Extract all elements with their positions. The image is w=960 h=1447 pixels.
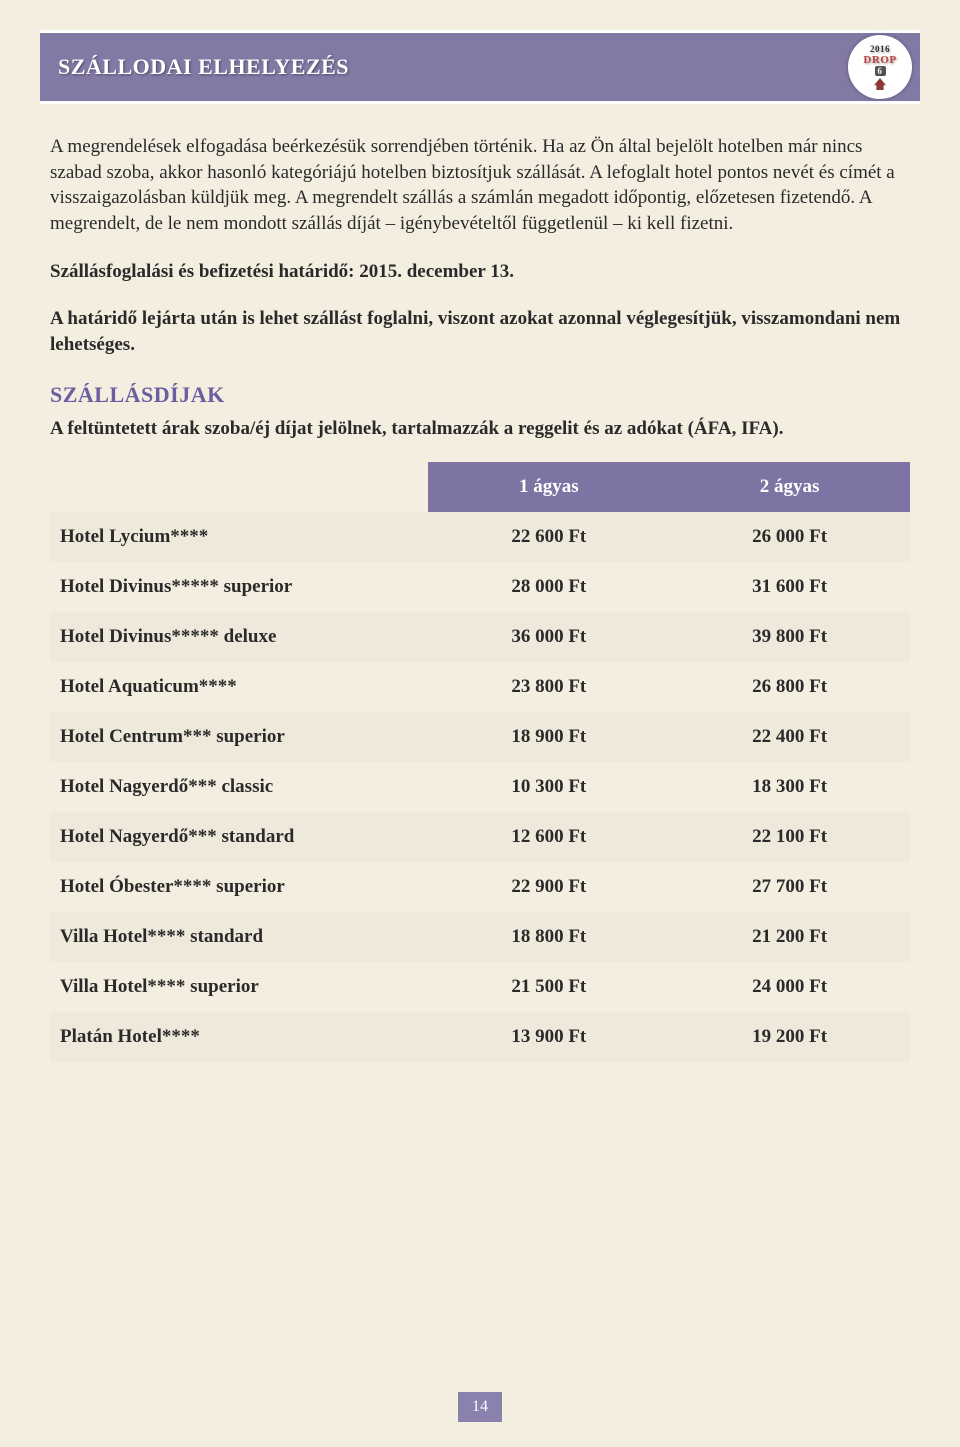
price-double: 27 700 Ft xyxy=(669,862,910,912)
table-row: Hotel Divinus***** superior28 000 Ft31 6… xyxy=(50,562,910,612)
hotel-name: Villa Hotel**** superior xyxy=(50,962,428,1012)
content-body: A megrendelések elfogadása beérkezésük s… xyxy=(40,104,920,1062)
after-deadline-paragraph: A határidő lejárta után is lehet szállás… xyxy=(50,306,910,357)
table-row: Hotel Lycium****22 600 Ft26 000 Ft xyxy=(50,512,910,562)
table-header-col2: 2 ágyas xyxy=(669,462,910,512)
price-note-paragraph: A feltüntetett árak szoba/éj díjat jelöl… xyxy=(50,416,910,442)
hotel-name: Hotel Lycium**** xyxy=(50,512,428,562)
hotel-name: Hotel Nagyerdő*** standard xyxy=(50,812,428,862)
intro-paragraph: A megrendelések elfogadása beérkezésük s… xyxy=(50,134,910,237)
page-number-wrap: 14 xyxy=(0,1392,960,1422)
hotel-name: Platán Hotel**** xyxy=(50,1012,428,1062)
table-row: Hotel Óbester**** superior22 900 Ft27 70… xyxy=(50,862,910,912)
price-double: 31 600 Ft xyxy=(669,562,910,612)
table-row: Hotel Centrum*** superior18 900 Ft22 400… xyxy=(50,712,910,762)
price-single: 12 600 Ft xyxy=(428,812,669,862)
price-single: 18 900 Ft xyxy=(428,712,669,762)
price-single: 36 000 Ft xyxy=(428,612,669,662)
price-double: 22 100 Ft xyxy=(669,812,910,862)
building-icon xyxy=(874,78,886,90)
table-header-col1: 1 ágyas xyxy=(428,462,669,512)
table-row: Hotel Nagyerdő*** standard12 600 Ft22 10… xyxy=(50,812,910,862)
section-subtitle: SZÁLLÁSDÍJAK xyxy=(50,382,910,408)
price-single: 22 600 Ft xyxy=(428,512,669,562)
price-single: 13 900 Ft xyxy=(428,1012,669,1062)
price-double: 18 300 Ft xyxy=(669,762,910,812)
logo-sub: 6 xyxy=(875,66,886,76)
price-double: 19 200 Ft xyxy=(669,1012,910,1062)
hotel-name: Hotel Divinus***** deluxe xyxy=(50,612,428,662)
table-row: Hotel Aquaticum****23 800 Ft26 800 Ft xyxy=(50,662,910,712)
price-single: 23 800 Ft xyxy=(428,662,669,712)
page-number: 14 xyxy=(458,1392,502,1422)
price-double: 26 800 Ft xyxy=(669,662,910,712)
table-row: Hotel Divinus***** deluxe36 000 Ft39 800… xyxy=(50,612,910,662)
table-header-row: 1 ágyas 2 ágyas xyxy=(50,462,910,512)
hotel-name: Villa Hotel**** standard xyxy=(50,912,428,962)
event-logo: 2016 DROP 6 xyxy=(848,35,912,99)
table-row: Hotel Nagyerdő*** classic10 300 Ft18 300… xyxy=(50,762,910,812)
price-double: 39 800 Ft xyxy=(669,612,910,662)
table-row: Villa Hotel**** standard18 800 Ft21 200 … xyxy=(50,912,910,962)
price-double: 22 400 Ft xyxy=(669,712,910,762)
price-double: 24 000 Ft xyxy=(669,962,910,1012)
page-header: SZÁLLODAI ELHELYEZÉS 2016 DROP 6 xyxy=(40,30,920,104)
logo-name: DROP xyxy=(863,54,896,66)
hotel-name: Hotel Óbester**** superior xyxy=(50,862,428,912)
price-single: 10 300 Ft xyxy=(428,762,669,812)
table-row: Villa Hotel**** superior21 500 Ft24 000 … xyxy=(50,962,910,1012)
price-single: 21 500 Ft xyxy=(428,962,669,1012)
table-header-empty xyxy=(50,462,428,512)
price-double: 26 000 Ft xyxy=(669,512,910,562)
logo-year: 2016 xyxy=(870,44,890,54)
hotel-name: Hotel Centrum*** superior xyxy=(50,712,428,762)
hotel-name: Hotel Divinus***** superior xyxy=(50,562,428,612)
page-title: SZÁLLODAI ELHELYEZÉS xyxy=(58,54,349,80)
price-single: 28 000 Ft xyxy=(428,562,669,612)
table-row: Platán Hotel****13 900 Ft19 200 Ft xyxy=(50,1012,910,1062)
hotel-name: Hotel Nagyerdő*** classic xyxy=(50,762,428,812)
price-single: 18 800 Ft xyxy=(428,912,669,962)
price-double: 21 200 Ft xyxy=(669,912,910,962)
price-single: 22 900 Ft xyxy=(428,862,669,912)
hotel-name: Hotel Aquaticum**** xyxy=(50,662,428,712)
prices-table: 1 ágyas 2 ágyas Hotel Lycium****22 600 F… xyxy=(50,462,910,1062)
deadline-paragraph: Szállásfoglalási és befizetési határidő:… xyxy=(50,259,910,285)
